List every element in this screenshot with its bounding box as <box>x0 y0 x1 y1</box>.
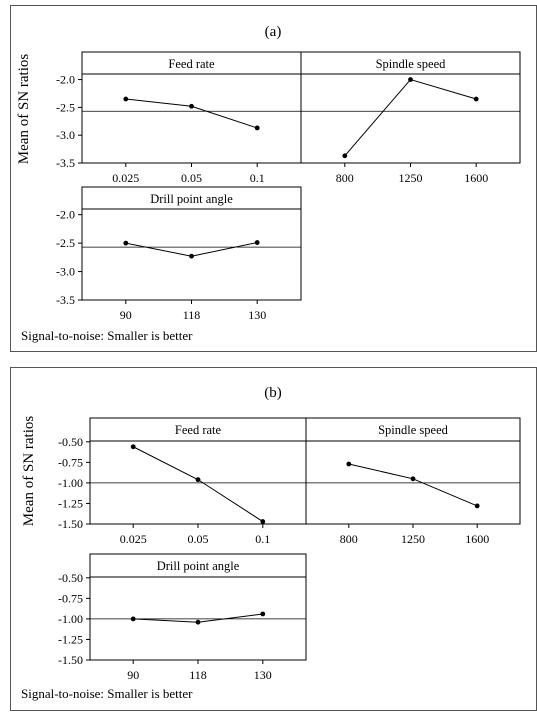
panel-spindle-speed-title: Spindle speed <box>376 57 447 71</box>
y-tick-label: -1.25 <box>58 632 83 646</box>
y-axis-label: Mean of SN ratios <box>21 416 37 527</box>
x-tick-label: 800 <box>340 532 358 546</box>
footnote: Signal-to-noise: Smaller is better <box>21 328 193 343</box>
figure-b-chart: (b) Mean of SN ratios Signal-to-noise: Sma… <box>21 385 521 701</box>
figure-a: (a) Mean of SN ratios Signal-to-noise: Sma… <box>10 5 537 352</box>
y-tick-label: -0.50 <box>58 571 83 585</box>
panel-drill-point-angle-point <box>195 619 201 625</box>
y-tick-label: -0.75 <box>58 455 83 469</box>
x-tick-label: 0.05 <box>188 532 209 546</box>
panel-spindle-speed-point <box>346 461 352 467</box>
panel-feed-rate-point <box>189 103 194 109</box>
x-tick-label: 1600 <box>465 532 489 546</box>
panel-spindle-speed-series-line <box>348 463 478 507</box>
x-tick-label: 0.025 <box>112 171 139 185</box>
panel-spindle-speed-point <box>473 96 479 102</box>
panel-drill-point-angle-point <box>260 611 266 617</box>
panel-drill-point-angle-title: Drill point angle <box>157 559 240 573</box>
y-tick-label: -2.0 <box>56 73 75 87</box>
panel-spindle-speed-point <box>474 503 480 509</box>
panel-feed-rate-point <box>260 519 266 524</box>
y-tick-label: -0.50 <box>58 435 83 449</box>
figure-b: (b) Mean of SN ratios Signal-to-noise: Sma… <box>10 367 537 711</box>
x-tick-label: 800 <box>336 171 354 185</box>
x-tick-label: 90 <box>127 668 139 682</box>
x-tick-label: 118 <box>183 308 201 322</box>
x-tick-label: 130 <box>248 308 266 322</box>
figure-a-chart: (a) Mean of SN ratios Signal-to-noise: Sma… <box>16 24 521 343</box>
x-tick-label: 130 <box>254 668 272 682</box>
panel-feed-rate-series-line <box>125 98 258 129</box>
panel-feed-rate-title: Feed rate <box>175 423 222 437</box>
x-tick-label: 0.05 <box>181 171 202 185</box>
panel-drill-point-angle-point <box>189 253 194 259</box>
y-tick-label: -2.0 <box>56 208 75 222</box>
y-tick-label: -2.5 <box>56 100 75 114</box>
y-tick-label: -1.00 <box>58 476 83 490</box>
y-tick-label: -1.50 <box>58 653 83 667</box>
y-tick-label: -3.5 <box>56 293 75 307</box>
panel-spindle-speed-title: Spindle speed <box>378 423 449 437</box>
panel-drill-point-angle-title: Drill point angle <box>150 192 233 206</box>
x-tick-label: 0.1 <box>250 171 265 185</box>
panel-spindle-speed-point <box>342 153 348 159</box>
y-tick-label: -1.25 <box>58 496 83 510</box>
x-tick-label: 1600 <box>464 171 488 185</box>
x-tick-label: 0.025 <box>120 532 147 546</box>
y-tick-label: -3.5 <box>56 156 75 170</box>
panel-feed-rate-title: Feed rate <box>168 57 215 71</box>
panel-spindle-speed-series-line <box>344 78 477 157</box>
panel-drill-point-angle-point <box>254 240 260 245</box>
panel-label: (b) <box>264 385 282 401</box>
panel-drill-point-angle-point <box>123 240 129 246</box>
x-tick-label: 0.1 <box>255 532 270 546</box>
panel-feed-rate-point <box>130 444 136 450</box>
x-tick-label: 118 <box>189 668 207 682</box>
panel-drill-point-angle-point <box>130 616 136 622</box>
y-tick-label: -3.0 <box>56 128 75 142</box>
y-tick-label: -0.75 <box>58 591 83 605</box>
panel-feed-rate-point <box>254 125 260 131</box>
y-tick-label: -1.00 <box>58 612 83 626</box>
panel-feed-rate-point <box>123 96 129 102</box>
x-tick-label: 1250 <box>399 171 423 185</box>
y-tick-label: -1.50 <box>58 517 83 531</box>
panel-spindle-speed-point <box>410 476 416 482</box>
y-axis-label: Mean of SN ratios <box>16 54 32 165</box>
panel-feed-rate-point <box>195 477 201 483</box>
y-tick-label: -3.0 <box>56 265 75 279</box>
y-tick-label: -2.5 <box>56 236 75 250</box>
panel-feed-rate-series-line <box>132 446 264 522</box>
x-tick-label: 90 <box>120 308 132 322</box>
panel-label: (a) <box>265 24 282 40</box>
panel-spindle-speed-point <box>408 77 413 82</box>
footnote: Signal-to-noise: Smaller is better <box>21 686 193 701</box>
x-tick-label: 1250 <box>401 532 425 546</box>
